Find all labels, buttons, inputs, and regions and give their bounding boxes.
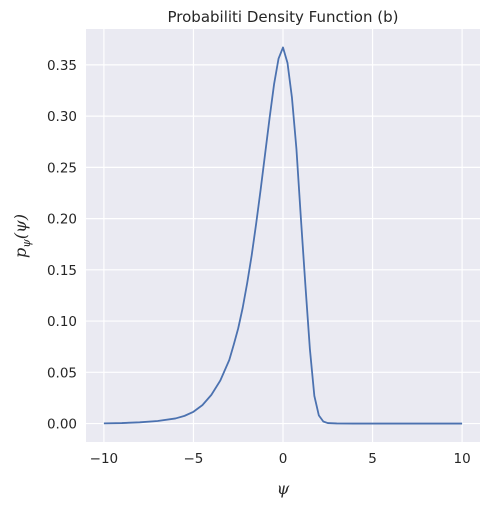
- y-tick-label: 0.20: [47, 212, 77, 228]
- x-tick-labels: −10 −5 0 5 10: [90, 451, 471, 467]
- y-tick-label: 0.05: [47, 365, 77, 381]
- x-tick-label: 0: [279, 451, 288, 467]
- x-gridlines: [103, 29, 463, 442]
- y-tick-label: 0.10: [47, 314, 77, 330]
- x-tick-label: 5: [368, 451, 377, 467]
- x-tick-label: −10: [90, 451, 119, 467]
- x-tick-label: −5: [184, 451, 204, 467]
- y-tick-label: 0.15: [47, 263, 77, 279]
- y-axis-label-suffix: (ψ): [11, 214, 30, 239]
- y-axis-label-main: p: [11, 248, 30, 258]
- chart-title: Probabiliti Density Function (b): [168, 8, 399, 26]
- x-tick-label: 10: [453, 451, 470, 467]
- y-tick-labels: 0.00 0.05 0.10 0.15 0.20 0.25 0.30 0.35: [47, 58, 77, 433]
- y-axis-label: pψ(ψ): [11, 214, 33, 258]
- series-line: [103, 46, 463, 425]
- y-gridlines: [86, 64, 480, 425]
- series-layer: [103, 46, 463, 425]
- y-tick-label: 0.00: [47, 417, 77, 433]
- x-axis-label: ψ: [277, 479, 290, 498]
- y-axis-label-subscript: ψ: [20, 239, 33, 248]
- y-tick-label: 0.25: [47, 160, 77, 176]
- y-tick-label: 0.35: [47, 58, 77, 74]
- y-tick-label: 0.30: [47, 109, 77, 125]
